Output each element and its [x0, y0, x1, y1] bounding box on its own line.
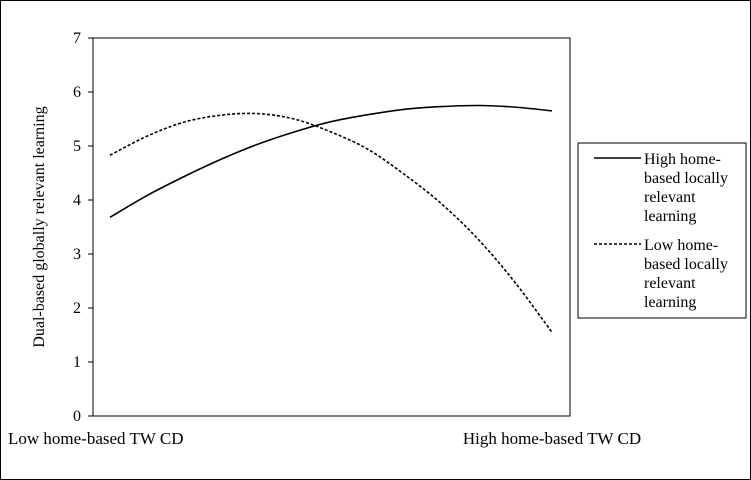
legend: High home- based locally relevant learni…	[577, 142, 747, 319]
y-axis: 0 1 2 3 4 5 6 7	[73, 30, 93, 425]
y-tick-label: 2	[73, 300, 81, 317]
series-line-high	[109, 104, 553, 218]
legend-label-high-line-1: High home-	[644, 151, 721, 168]
legend-label-low-line-4: learning	[644, 294, 696, 311]
legend-label-low-line-2: based locally	[644, 256, 728, 273]
series-line-low	[109, 112, 553, 333]
legend-label-high-line-2: based locally	[644, 170, 728, 187]
y-tick-label: 0	[73, 408, 81, 425]
legend-label-low-line-1: Low home-	[644, 237, 718, 254]
y-tick-label: 7	[73, 30, 81, 47]
legend-box	[577, 142, 747, 319]
y-tick-label: 1	[73, 354, 81, 371]
legend-label-low: Low home- based locally relevant learnin…	[644, 237, 732, 311]
y-tick-label: 3	[73, 246, 81, 263]
y-tick-label: 4	[73, 192, 81, 209]
legend-label-high: High home- based locally relevant learni…	[644, 151, 732, 225]
x-category-label-high: High home-based TW CD	[463, 429, 641, 448]
y-tick-label: 5	[73, 138, 81, 155]
y-axis-title: Dual-based globally relevant learning	[31, 106, 48, 347]
y-tick-label: 6	[73, 84, 81, 101]
legend-label-low-line-3: relevant	[644, 275, 696, 292]
legend-label-high-line-3: relevant	[644, 189, 696, 206]
series-layer	[109, 104, 553, 333]
plot-area	[92, 37, 571, 417]
x-category-label-low: Low home-based TW CD	[8, 429, 183, 448]
legend-label-high-line-4: learning	[644, 208, 696, 225]
